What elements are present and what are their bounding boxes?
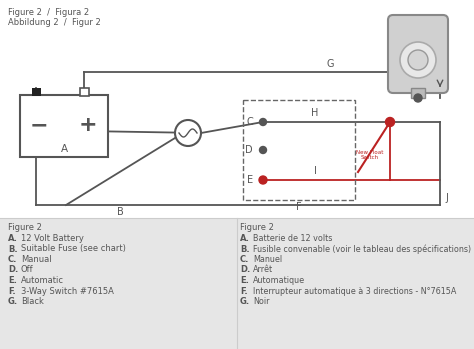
Text: E.: E.	[8, 276, 17, 285]
Text: F: F	[296, 202, 302, 212]
Text: 12 Volt Battery: 12 Volt Battery	[21, 234, 84, 243]
Text: Noir: Noir	[253, 297, 270, 306]
Text: B: B	[117, 207, 123, 217]
Text: J: J	[445, 193, 448, 203]
Bar	[243, 100, 355, 200]
Text: G.: G.	[8, 297, 18, 306]
Bar	[80, 88, 89, 96]
Text: Manuel: Manuel	[253, 255, 282, 264]
Circle shape	[385, 118, 394, 126]
Circle shape	[175, 120, 201, 146]
Text: Automatic: Automatic	[21, 276, 64, 285]
Bar	[0, 218, 474, 349]
Text: 3-Way Switch #7615A: 3-Way Switch #7615A	[21, 287, 114, 296]
Circle shape	[414, 94, 422, 102]
Circle shape	[259, 176, 267, 184]
Text: E: E	[247, 175, 253, 185]
Text: New Float
Switch: New Float Switch	[356, 150, 383, 161]
Text: C: C	[246, 117, 253, 127]
Text: Figure 2: Figure 2	[8, 223, 42, 232]
Circle shape	[259, 119, 266, 126]
Text: Figure 2: Figure 2	[240, 223, 274, 232]
Text: Interrupteur automatique à 3 directions - N°7615A: Interrupteur automatique à 3 directions …	[253, 287, 456, 296]
Text: A: A	[61, 144, 68, 154]
Text: H: H	[311, 108, 319, 118]
Text: Automatique: Automatique	[253, 276, 305, 285]
Bar	[20, 95, 108, 157]
Text: Black: Black	[21, 297, 44, 306]
Text: F.: F.	[8, 287, 16, 296]
Text: +: +	[79, 115, 97, 135]
Text: C.: C.	[240, 255, 249, 264]
Text: I: I	[314, 166, 317, 176]
Circle shape	[408, 50, 428, 70]
Circle shape	[400, 42, 436, 78]
Text: D.: D.	[8, 266, 18, 275]
Text: Figure 2  /  Figura 2: Figure 2 / Figura 2	[8, 8, 89, 17]
Text: Off: Off	[21, 266, 34, 275]
Text: D: D	[246, 145, 253, 155]
Circle shape	[259, 147, 266, 154]
Text: F.: F.	[240, 287, 247, 296]
Text: Suitable Fuse (see chart): Suitable Fuse (see chart)	[21, 245, 126, 253]
Text: A.: A.	[240, 234, 250, 243]
Text: Manual: Manual	[21, 255, 52, 264]
Bar	[32, 88, 41, 96]
Text: C.: C.	[8, 255, 18, 264]
Text: Batterie de 12 volts: Batterie de 12 volts	[253, 234, 332, 243]
Text: −: −	[30, 115, 48, 135]
Text: E.: E.	[240, 276, 249, 285]
Text: Arrêt: Arrêt	[253, 266, 273, 275]
Bar	[411, 88, 425, 98]
Text: D.: D.	[240, 266, 250, 275]
Text: B.: B.	[240, 245, 250, 253]
FancyBboxPatch shape	[388, 15, 448, 93]
Text: A.: A.	[8, 234, 18, 243]
Text: G: G	[326, 59, 334, 69]
Text: G.: G.	[240, 297, 250, 306]
Text: Fusible convenable (voir le tableau des spécifications): Fusible convenable (voir le tableau des …	[253, 245, 471, 254]
Text: Abbildung 2  /  Figur 2: Abbildung 2 / Figur 2	[8, 18, 101, 27]
Text: B.: B.	[8, 245, 18, 253]
